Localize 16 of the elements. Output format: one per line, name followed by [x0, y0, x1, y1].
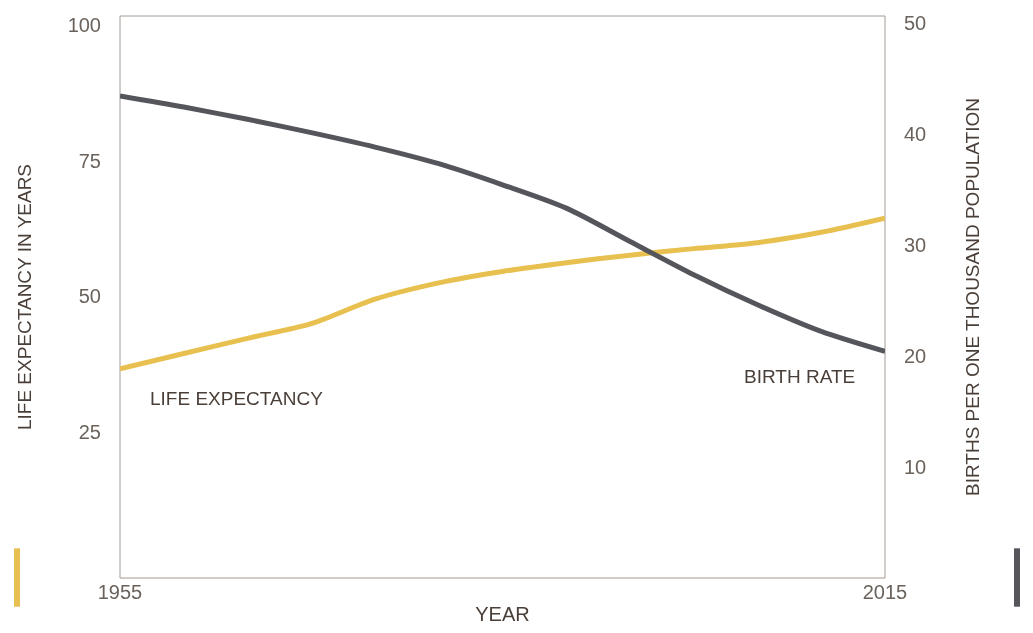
y2-tick-label: 50 — [904, 11, 927, 34]
y-axis-title: LIFE EXPECTANCY IN YEARS — [14, 163, 36, 431]
series-label: BIRTH RATE — [744, 366, 856, 387]
x-axis-title: YEAR — [475, 602, 530, 625]
y-tick-label: 50 — [78, 285, 101, 308]
y-tick-label: 100 — [67, 13, 101, 36]
y2-tick-label: 30 — [904, 233, 927, 256]
x-tick-label: 1955 — [97, 581, 143, 603]
y2-tick-label: 20 — [904, 344, 927, 367]
y-tick-label: 25 — [78, 421, 101, 444]
y2-axis-title: BIRTHS PER ONE THOUSAND POPULATION — [962, 97, 984, 497]
y-tick-label: 75 — [78, 149, 101, 172]
y2-tick-label: 10 — [904, 455, 927, 478]
series-label: LIFE EXPECTANCY — [150, 388, 324, 409]
x-tick-label: 2015 — [862, 581, 908, 603]
y2-tick-label: 40 — [904, 122, 927, 145]
